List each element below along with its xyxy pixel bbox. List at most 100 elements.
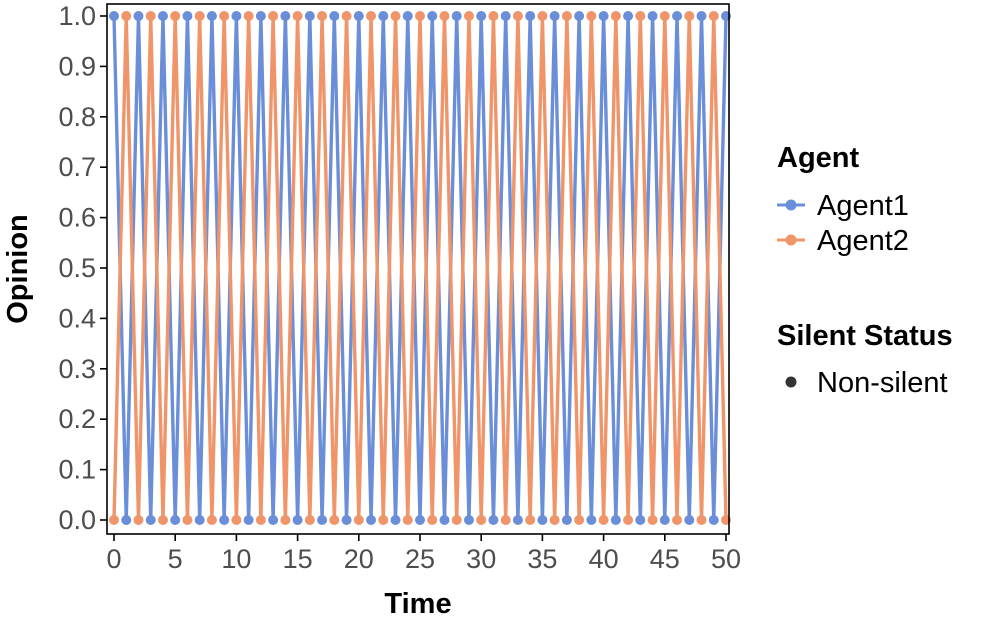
data-point-agent1: [610, 515, 621, 525]
legend-label-agent2: Agent2: [817, 225, 909, 257]
data-point-agent1: [415, 515, 425, 525]
data-point-agent2: [696, 515, 707, 525]
y-tick-label: 0.1: [58, 455, 96, 485]
data-point-agent1: [390, 515, 401, 525]
data-point-agent1: [598, 11, 609, 21]
data-point-agent1: [268, 515, 279, 525]
data-point-agent2: [353, 515, 364, 525]
data-point-agent2: [206, 515, 217, 525]
data-point-agent2: [390, 11, 401, 21]
data-point-agent1: [708, 515, 719, 525]
legend-key-agent1: [777, 199, 805, 211]
data-point-agent2: [574, 515, 585, 525]
data-point-agent2: [415, 11, 425, 21]
x-tick-label: 15: [283, 544, 313, 574]
data-point-agent1: [672, 11, 683, 21]
data-point-agent1: [537, 515, 548, 525]
data-point-agent2: [610, 11, 621, 21]
data-point-agent1: [170, 515, 181, 525]
data-point-agent2: [512, 11, 523, 21]
data-point-agent2: [317, 11, 328, 21]
y-tick-label: 0.4: [58, 303, 96, 333]
data-point-agent1: [133, 11, 144, 21]
y-tick-label: 0.8: [58, 102, 96, 132]
data-point-agent2: [623, 515, 634, 525]
y-axis-title: Opinion: [2, 214, 34, 324]
data-point-agent1: [219, 515, 230, 525]
data-point-agent1: [255, 11, 266, 21]
data-point-agent1: [549, 11, 560, 21]
data-point-agent1: [206, 11, 217, 21]
data-point-agent1: [684, 515, 695, 525]
x-tick-label: 30: [466, 544, 496, 574]
axis-layer: 0.0 0.1 0.2 0.3 0.4 0.5 0.6 0.7 0.8 0.9 1.0 0 5 10 15 2…: [58, 1, 741, 574]
legend-key-non-silent: [785, 376, 797, 388]
data-point-agent2: [268, 11, 279, 21]
data-point-agent2: [488, 11, 499, 21]
data-point-agent1: [317, 515, 328, 525]
y-tick-label: 0.5: [58, 253, 96, 283]
x-tick-label: 20: [344, 544, 374, 574]
series-layer: [109, 11, 731, 525]
data-point-agent1: [647, 11, 658, 21]
data-point-agent1: [329, 11, 340, 21]
data-point-agent2: [170, 11, 181, 21]
data-point-agent2: [243, 11, 254, 21]
data-point-agent2: [427, 515, 438, 525]
data-point-agent1: [586, 515, 597, 525]
data-point-agent2: [672, 515, 683, 525]
legend-label-non-silent: Non-silent: [817, 367, 948, 399]
data-point-agent2: [145, 11, 156, 21]
data-point-agent2: [341, 11, 352, 21]
legend: Agent Agent1 Agent2 Silent Status Non-si…: [777, 142, 953, 399]
legend-key-agent2: [777, 234, 805, 246]
x-tick-label: 10: [221, 544, 251, 574]
data-point-agent2: [476, 515, 487, 525]
data-point-agent1: [402, 11, 413, 21]
data-point-agent1: [243, 515, 254, 525]
data-point-agent1: [304, 11, 315, 21]
data-point-agent1: [525, 11, 536, 21]
data-point-agent2: [231, 515, 242, 525]
data-point-agent1: [341, 515, 352, 525]
data-point-agent2: [684, 11, 695, 21]
data-point-agent2: [378, 515, 389, 525]
data-point-agent2: [708, 11, 719, 21]
data-point-agent1: [623, 11, 634, 21]
data-point-agent2: [659, 11, 670, 21]
data-point-agent1: [427, 11, 438, 21]
data-point-agent2: [219, 11, 230, 21]
data-point-agent2: [586, 11, 597, 21]
legend-label-agent1: Agent1: [817, 190, 909, 222]
data-point-agent2: [157, 515, 168, 525]
data-point-agent1: [439, 515, 450, 525]
data-point-agent1: [500, 11, 511, 21]
x-tick-label: 45: [650, 544, 680, 574]
data-point-agent2: [525, 515, 536, 525]
legend-title-silent-status: Silent Status: [777, 320, 953, 352]
data-point-agent1: [109, 11, 119, 21]
data-point-agent1: [121, 515, 132, 525]
x-tick-label: 5: [168, 544, 183, 574]
data-point-agent1: [280, 11, 291, 21]
x-tick-label: 40: [589, 544, 619, 574]
data-point-agent2: [549, 515, 560, 525]
y-tick-label: 0.2: [58, 404, 96, 434]
data-point-agent1: [463, 515, 474, 525]
data-point-agent1: [696, 11, 707, 21]
data-point-agent2: [194, 11, 205, 21]
data-point-agent2: [439, 11, 450, 21]
data-point-agent2: [329, 515, 340, 525]
data-point-agent1: [512, 515, 523, 525]
x-tick-label: 25: [405, 544, 435, 574]
data-point-agent1: [574, 11, 585, 21]
y-tick-label: 0.6: [58, 203, 96, 233]
data-point-agent2: [121, 11, 132, 21]
data-point-agent2: [561, 11, 572, 21]
plot-panel-border: [106, 3, 730, 535]
y-tick-label: 0.9: [58, 51, 96, 81]
data-point-agent1: [659, 515, 670, 525]
data-point-agent1: [231, 11, 242, 21]
y-tick-label: 0.0: [58, 505, 96, 535]
